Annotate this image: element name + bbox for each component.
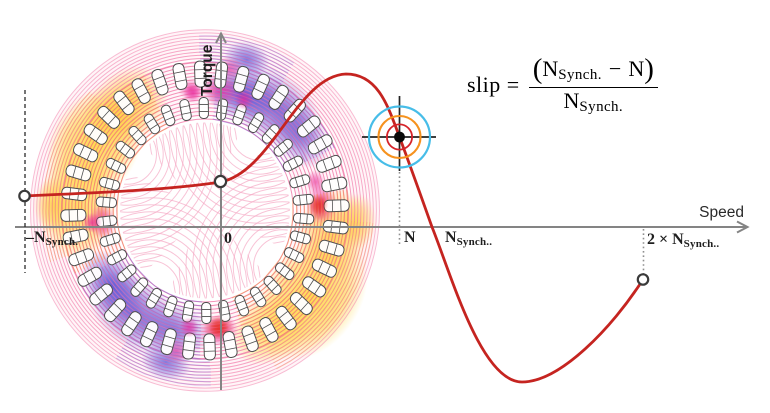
svg-text:Torque: Torque bbox=[199, 44, 216, 96]
svg-text:Speed: Speed bbox=[699, 204, 744, 221]
